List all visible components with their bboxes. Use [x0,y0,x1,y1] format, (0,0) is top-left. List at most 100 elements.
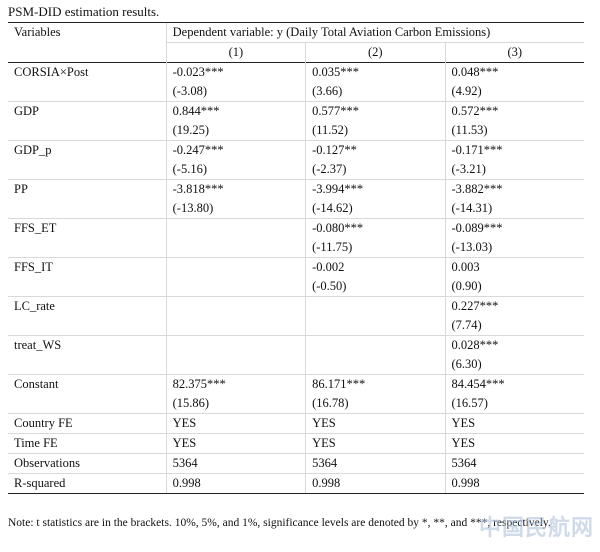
summary-value: 0.998 [165,473,306,494]
coefficient-cell: -3.994*** [305,179,446,199]
coefficient-cell: -0.023*** [165,62,306,82]
empty-cell [8,316,166,336]
t-stat-cell: (-0.50) [305,277,446,297]
column-header: (3) [444,42,584,63]
t-stat-cell: (-13.03) [444,238,584,258]
coefficient-row: GDP_p -0.247*** -0.127** -0.171*** [8,140,584,160]
header-row: Variables Dependent variable: y (Daily T… [8,22,584,43]
column-header: (2) [305,42,446,63]
summary-value: YES [305,433,446,454]
t-stat-row: (-3.08) (3.66) (4.92) [8,82,584,102]
summary-label: R-squared [8,473,167,494]
coefficient-row: FFS_ET -0.080*** -0.089*** [8,218,584,238]
coefficient-cell: 0.577*** [305,101,446,121]
t-stat-cell: (11.52) [305,121,446,141]
coefficient-row: FFS_IT -0.002 0.003 [8,257,584,277]
summary-label: Country FE [8,413,167,434]
t-stat-cell: (-11.75) [305,238,446,258]
coefficient-cell: 84.454*** [444,374,584,394]
results-table: Variables Dependent variable: y (Daily T… [8,22,584,494]
t-stat-cell: (-2.37) [305,160,446,180]
coefficient-cell: 0.048*** [444,62,584,82]
coefficient-cell: 0.844*** [165,101,306,121]
t-stat-cell: (7.74) [444,316,584,336]
t-stat-row: (-5.16) (-2.37) (-3.21) [8,160,584,180]
t-stat-row: (6.30) [8,355,584,375]
column-number-row: (1) (2) (3) [8,42,584,63]
coefficient-row: CORSIA×Post -0.023*** 0.035*** 0.048*** [8,62,584,82]
coefficient-cell [305,335,446,355]
summary-row: R-squared 0.998 0.998 0.998 [8,473,584,494]
t-stat-cell: (-14.62) [305,199,446,219]
t-stat-row: (-13.80) (-14.62) (-14.31) [8,199,584,219]
summary-value: YES [305,413,446,434]
summary-label: Time FE [8,433,167,454]
coefficient-cell [165,257,306,277]
empty-cell [8,121,166,141]
t-stat-cell: (4.92) [444,82,584,102]
variables-header: Variables [8,22,167,43]
coefficient-cell: 82.375*** [165,374,306,394]
empty-cell [8,355,166,375]
summary-value: YES [165,413,306,434]
summary-row: Time FE YES YES YES [8,433,584,454]
variable-name: FFS_ET [8,218,167,238]
empty-cell [8,238,166,258]
empty-cell [8,199,166,219]
empty-cell [8,394,166,414]
summary-value: 5364 [305,453,446,474]
coefficient-row: Constant 82.375*** 86.171*** 84.454*** [8,374,584,394]
coefficient-cell: -0.127** [305,140,446,160]
t-stat-cell: (-5.16) [165,160,306,180]
t-stat-row: (7.74) [8,316,584,336]
summary-value: YES [444,413,584,434]
variable-name: LC_rate [8,296,167,316]
variable-name: treat_WS [8,335,167,355]
coefficient-cell: 0.003 [444,257,584,277]
t-stat-cell: (3.66) [305,82,446,102]
coefficient-cell: -3.882*** [444,179,584,199]
variable-name: CORSIA×Post [8,62,167,82]
t-stat-cell [165,355,306,375]
t-stat-cell [165,277,306,297]
t-stat-cell: (19.25) [165,121,306,141]
t-stat-cell: (-13.80) [165,199,306,219]
coefficient-cell [305,296,446,316]
coefficient-cell: -0.089*** [444,218,584,238]
empty-cell [8,43,166,63]
coefficient-cell [165,218,306,238]
summary-value: 0.998 [444,473,584,494]
summary-value: YES [444,433,584,454]
t-stat-cell [165,316,306,336]
t-stat-cell: (16.78) [305,394,446,414]
variable-name: FFS_IT [8,257,167,277]
t-stat-cell: (6.30) [444,355,584,375]
coefficient-cell: -0.080*** [305,218,446,238]
summary-row: Observations 5364 5364 5364 [8,453,584,474]
summary-row: Country FE YES YES YES [8,413,584,434]
coefficient-cell: 0.227*** [444,296,584,316]
empty-cell [8,82,166,102]
column-header: (1) [165,42,306,63]
coefficient-row: LC_rate 0.227*** [8,296,584,316]
coefficient-cell: -3.818*** [165,179,306,199]
t-stat-row: (15.86) (16.78) (16.57) [8,394,584,414]
coefficient-cell: 86.171*** [305,374,446,394]
table-note: Note: t statistics are in the brackets. … [8,517,551,529]
t-stat-cell [305,316,446,336]
coefficient-cell: -0.002 [305,257,446,277]
coefficient-cell: 0.028*** [444,335,584,355]
t-stat-cell: (0.90) [444,277,584,297]
t-stat-cell [305,355,446,375]
coefficient-row: PP -3.818*** -3.994*** -3.882*** [8,179,584,199]
table-caption: PSM-DID estimation results. [8,4,160,19]
summary-value: 5364 [444,453,584,474]
variable-name: GDP_p [8,140,167,160]
summary-label: Observations [8,453,167,474]
t-stat-cell: (15.86) [165,394,306,414]
t-stat-cell: (16.57) [444,394,584,414]
t-stat-row: (-11.75) (-13.03) [8,238,584,258]
dependent-variable-header: Dependent variable: y (Daily Total Aviat… [165,22,584,43]
coefficient-cell: 0.572*** [444,101,584,121]
coefficient-cell: 0.035*** [305,62,446,82]
